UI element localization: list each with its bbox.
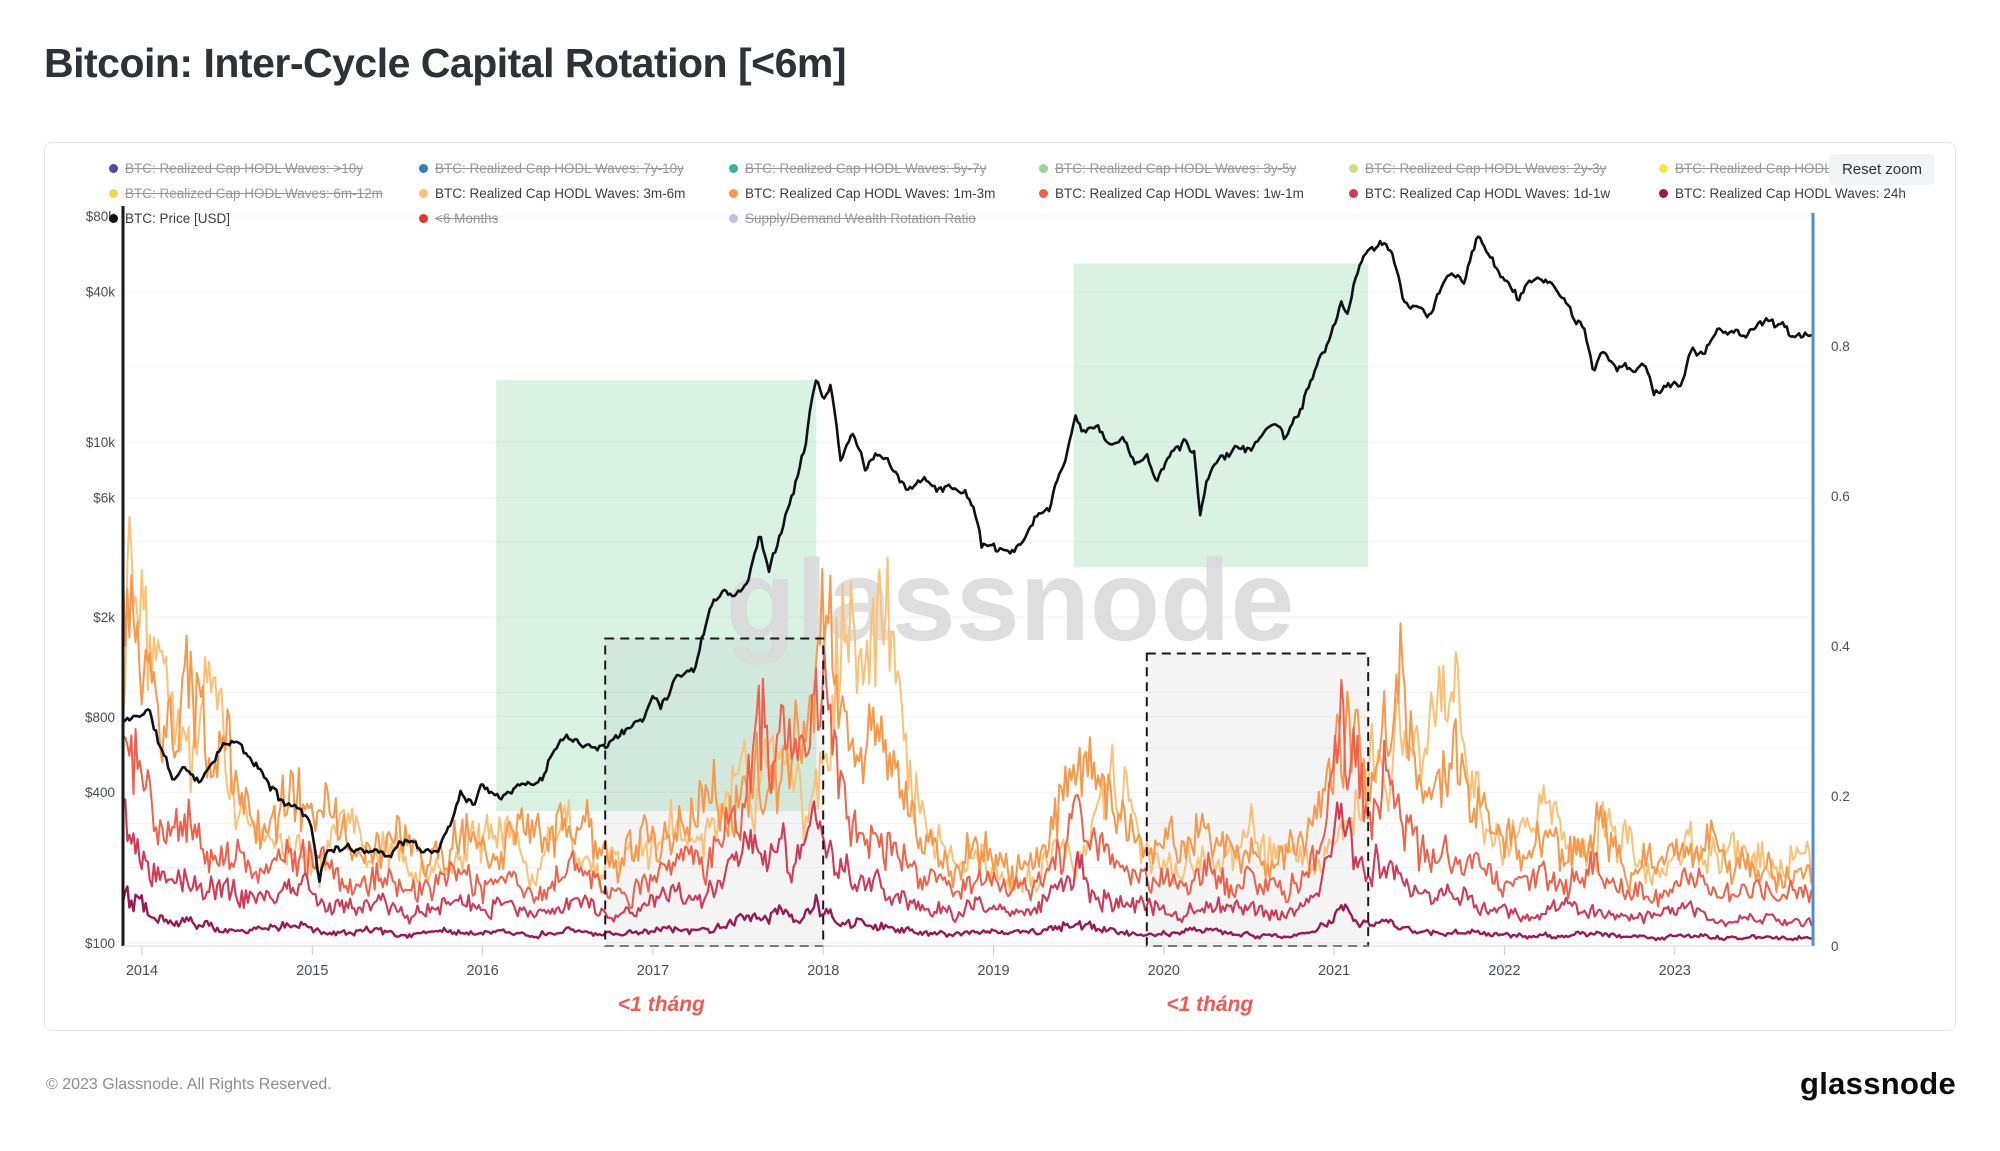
left-axis-tick-label: $80k <box>86 209 116 224</box>
legend-item[interactable]: BTC: Realized Cap HODL Waves: 3y-5y <box>1039 161 1345 176</box>
legend-item[interactable]: BTC: Realized Cap HODL Waves: 5y-7y <box>729 161 1035 176</box>
legend-series-dot-icon <box>729 189 738 198</box>
left-axis-tick-label: $6k <box>93 491 115 506</box>
legend-item-label: BTC: Realized Cap HODL Waves: >10y <box>125 161 363 176</box>
glassnode-watermark: glassnode <box>726 537 1295 665</box>
legend-series-dot-icon <box>419 214 428 223</box>
legend-item[interactable]: BTC: Realized Cap HODL Waves: 1m-3m <box>729 186 1035 201</box>
right-axis-tick-label: 0.2 <box>1831 789 1850 804</box>
x-axis-year-label: 2014 <box>126 963 158 979</box>
dashed-box-fill <box>605 638 824 946</box>
legend-item[interactable]: <6 Months <box>419 211 725 226</box>
series-line-price <box>122 235 1815 883</box>
legend-row: BTC: Price [USD] <6 Months Supply/Demand W… <box>109 206 1969 231</box>
green-highlight-region <box>496 379 817 812</box>
chart-card: glassnode $80k $40k $10k $6k $2k $800 $400 $100 0… <box>44 142 1956 1031</box>
series-line-hodl <box>122 885 1815 942</box>
legend-row: BTC: Realized Cap HODL Waves: >10y BTC: R… <box>109 156 1969 181</box>
x-axis-year-label: 2019 <box>977 963 1009 979</box>
legend-item[interactable]: BTC: Realized Cap HODL Waves: 3m-6m <box>419 186 725 201</box>
left-axis-tick-label: $100 <box>85 936 115 951</box>
legend-item-label: BTC: Realized Cap HODL Waves: 24h <box>1675 186 1906 201</box>
series-line-hodl <box>122 646 1814 910</box>
legend-item-label: BTC: Realized Cap HODL Waves: 3y-5y <box>1055 161 1297 176</box>
legend-item[interactable]: Supply/Demand Wealth Rotation Ratio <box>729 211 1035 226</box>
legend-series-dot-icon <box>1349 164 1358 173</box>
legend-series-dot-icon <box>419 189 428 198</box>
reset-zoom-button[interactable]: Reset zoom <box>1828 154 1935 185</box>
series-line-hodl <box>122 797 1815 928</box>
legend-item[interactable]: BTC: Realized Cap HODL Waves: 24h <box>1659 186 1965 201</box>
legend-series-dot-icon <box>109 214 118 223</box>
dashed-annotation-box <box>1145 652 1370 947</box>
left-axis-tick-label: $800 <box>85 710 115 725</box>
legend-row: BTC: Realized Cap HODL Waves: 6m-12m BTC:… <box>109 181 1969 206</box>
legend-item-label: BTC: Price [USD] <box>125 211 231 226</box>
legend-series-dot-icon <box>1039 164 1048 173</box>
right-axis-tick-label: 0.4 <box>1831 639 1850 654</box>
legend-item-label: BTC: Realized Cap HODL W <box>1675 161 1848 176</box>
left-axis-tick-label: $2k <box>93 610 115 625</box>
legend-item-label: BTC: Realized Cap HODL Waves: 7y-10y <box>435 161 684 176</box>
chart-plot-area[interactable]: glassnode $80k $40k $10k $6k $2k $800 $400 $100 0… <box>45 143 1957 1032</box>
dashed-box-fill <box>1146 653 1369 946</box>
legend-item[interactable]: BTC: Realized Cap HODL Waves: 2y-3y <box>1349 161 1655 176</box>
legend-item[interactable]: BTC: Realized Cap HODL Waves: 7y-10y <box>419 161 725 176</box>
legend-item[interactable]: BTC: Realized Cap HODL W <box>1659 161 1965 176</box>
x-axis-year-label: 2022 <box>1488 963 1520 979</box>
x-axis-year-label: 2020 <box>1148 963 1180 979</box>
legend-item-label: BTC: Realized Cap HODL Waves: 3m-6m <box>435 186 686 201</box>
legend-series-dot-icon <box>109 164 118 173</box>
right-axis-tick-label: 0 <box>1831 939 1839 954</box>
duration-annotation-label: <1 tháng <box>618 993 705 1016</box>
left-axis-tick-label: $40k <box>86 284 116 299</box>
legend-item[interactable]: BTC: Realized Cap HODL Waves: 1d-1w <box>1349 186 1655 201</box>
series-line-hodl <box>122 567 1814 894</box>
legend-item-label: BTC: Realized Cap HODL Waves: 1w-1m <box>1055 186 1304 201</box>
x-axis-year-label: 2018 <box>807 963 839 979</box>
legend-item-label: BTC: Realized Cap HODL Waves: 2y-3y <box>1365 161 1607 176</box>
legend-item-label: BTC: Realized Cap HODL Waves: 1d-1w <box>1365 186 1611 201</box>
duration-annotation-label: <1 tháng <box>1166 993 1253 1016</box>
legend-item[interactable]: BTC: Price [USD] <box>109 211 415 226</box>
legend-item-label: BTC: Realized Cap HODL Waves: 5y-7y <box>745 161 987 176</box>
legend-series-dot-icon <box>1349 189 1358 198</box>
chart-legend: BTC: Realized Cap HODL Waves: >10y BTC: R… <box>109 156 1969 231</box>
legend-series-dot-icon <box>419 164 428 173</box>
green-highlight-region <box>1073 263 1369 568</box>
legend-item-label: BTC: Realized Cap HODL Waves: 6m-12m <box>125 186 383 201</box>
legend-item[interactable]: BTC: Realized Cap HODL Waves: >10y <box>109 161 415 176</box>
right-axis-tick-label: 0.8 <box>1831 339 1850 354</box>
x-axis-year-label: 2023 <box>1659 963 1691 979</box>
x-axis-year-label: 2016 <box>466 963 498 979</box>
legend-series-dot-icon <box>729 164 738 173</box>
legend-series-dot-icon <box>1659 189 1668 198</box>
legend-item-label: BTC: Realized Cap HODL Waves: 1m-3m <box>745 186 996 201</box>
left-axis-tick-label: $400 <box>85 785 115 800</box>
x-axis-year-label: 2017 <box>637 963 669 979</box>
legend-item-label: Supply/Demand Wealth Rotation Ratio <box>745 211 976 226</box>
left-axis-tick-label: $10k <box>86 435 116 450</box>
glassnode-logo: glassnode <box>1799 1066 1956 1101</box>
legend-item[interactable]: BTC: Realized Cap HODL Waves: 1w-1m <box>1039 186 1345 201</box>
copyright-text: © 2023 Glassnode. All Rights Reserved. <box>46 1076 332 1093</box>
legend-item-label: <6 Months <box>435 211 499 226</box>
page-title: Bitcoin: Inter-Cycle Capital Rotation [<… <box>44 40 847 86</box>
legend-series-dot-icon <box>1659 164 1668 173</box>
legend-series-dot-icon <box>109 189 118 198</box>
x-axis-year-label: 2015 <box>296 963 328 979</box>
x-axis-year-label: 2021 <box>1318 963 1350 979</box>
legend-series-dot-icon <box>729 214 738 223</box>
right-axis-tick-label: 0.6 <box>1831 489 1850 504</box>
legend-item[interactable]: BTC: Realized Cap HODL Waves: 6m-12m <box>109 186 415 201</box>
legend-series-dot-icon <box>1039 189 1048 198</box>
